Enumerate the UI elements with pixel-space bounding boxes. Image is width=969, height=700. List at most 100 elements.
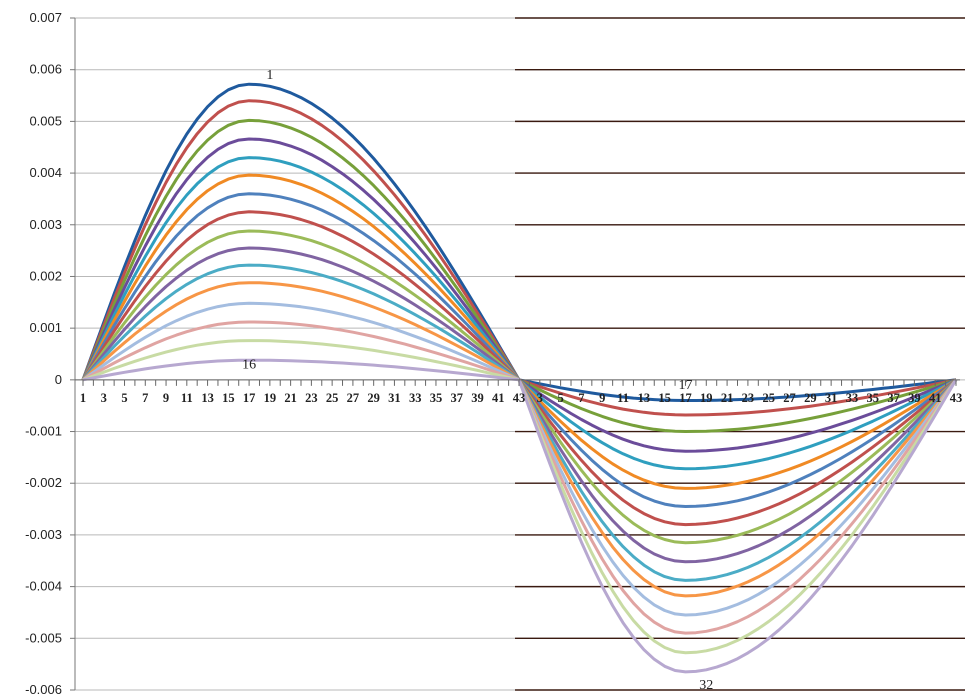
- x-tick-label: 9: [163, 391, 169, 405]
- series-line: [82, 339, 520, 382]
- series-line: [517, 378, 958, 582]
- series-line: [518, 378, 957, 433]
- x-tick-label: 7: [142, 391, 148, 405]
- series-line: [81, 263, 520, 382]
- series-line: [81, 281, 520, 382]
- x-tick-label: 25: [762, 391, 775, 405]
- x-tick-label: 5: [557, 391, 563, 405]
- x-tick-label: 27: [347, 391, 360, 405]
- curve-annotation: 32: [699, 678, 713, 693]
- series-line: [81, 173, 521, 381]
- x-tick-label: 17: [243, 391, 256, 405]
- y-tick-label: -0.003: [25, 527, 62, 542]
- x-tick-label: 29: [367, 391, 380, 405]
- series-line: [517, 378, 958, 635]
- series-line: [517, 378, 958, 598]
- series-line: [517, 378, 958, 545]
- x-tick-label: 17: [679, 391, 692, 405]
- series-line: [517, 378, 957, 527]
- x-tick-label: 15: [658, 391, 671, 405]
- x-tick-label: 23: [305, 391, 318, 405]
- x-tick-label: 5: [121, 391, 127, 405]
- x-tick-label: 43: [950, 391, 963, 405]
- x-tick-label: 25: [326, 391, 339, 405]
- series-line: [517, 378, 958, 617]
- x-tick-label: 43: [513, 391, 526, 405]
- x-tick-label: 13: [201, 391, 214, 405]
- series-line: [517, 379, 958, 674]
- series-line: [81, 210, 521, 381]
- y-tick-label: -0.006: [25, 682, 62, 697]
- x-tick-label: 29: [804, 391, 817, 405]
- x-tick-label: 11: [617, 391, 629, 405]
- series-line: [82, 301, 520, 382]
- x-tick-label: 35: [867, 391, 880, 405]
- x-tick-label: 35: [430, 391, 443, 405]
- series-line: [82, 358, 520, 382]
- x-tick-label: 39: [908, 391, 921, 405]
- y-tick-label: -0.004: [25, 579, 62, 594]
- x-tick-label: 21: [284, 391, 297, 405]
- x-tick-label: 41: [929, 391, 942, 405]
- axes: [70, 17, 960, 691]
- series-line: [517, 378, 957, 508]
- series-line: [518, 378, 957, 402]
- series-line: [517, 378, 958, 564]
- y-tick-label: 0.004: [29, 165, 62, 180]
- x-tick-label: 33: [409, 391, 422, 405]
- x-tick-label: 15: [222, 391, 235, 405]
- grid-lines: [75, 17, 965, 691]
- x-tick-label: 7: [578, 391, 584, 405]
- y-tick-labels: 0.007 0.006 0.005 0.004 0.003 0.002 0.001 0 -0.0…: [25, 10, 62, 697]
- series-line: [82, 320, 520, 382]
- y-tick-label: 0.001: [29, 320, 62, 335]
- curve-annotation: 16: [242, 357, 256, 372]
- series-group: [81, 82, 958, 674]
- x-tick-label: 3: [101, 391, 107, 405]
- y-tick-label: 0.003: [29, 217, 62, 232]
- x-tick-label: 11: [181, 391, 193, 405]
- x-tick-label: 19: [700, 391, 713, 405]
- y-tick-label: -0.001: [25, 424, 62, 439]
- x-tick-labels: 1 3 5 7 9 11 13 15 17 19 21 23 25 27 29 31 33 35 37 39 41 43 3…: [80, 391, 962, 405]
- series-line: [518, 378, 957, 417]
- x-tick-label: 27: [783, 391, 796, 405]
- y-tick-label: 0: [55, 372, 62, 387]
- x-tick-label: 9: [599, 391, 605, 405]
- annotations: 1 16 17 32: [242, 68, 713, 693]
- y-tick-label: -0.002: [25, 475, 62, 490]
- x-tick-label: 31: [825, 391, 838, 405]
- series-line: [81, 246, 520, 381]
- series-line: [81, 99, 521, 381]
- x-tick-label: 37: [887, 391, 900, 405]
- series-line: [518, 378, 957, 471]
- series-line: [81, 192, 521, 381]
- x-tick-label: 41: [492, 391, 505, 405]
- x-tick-label: 3: [537, 391, 543, 405]
- series-line: [517, 379, 958, 655]
- series-line: [81, 82, 521, 381]
- series-line: [81, 118, 521, 381]
- x-tick-label: 1: [80, 391, 86, 405]
- series-line: [517, 378, 957, 490]
- x-tick-label: 13: [638, 391, 651, 405]
- x-tick-label: 21: [721, 391, 734, 405]
- series-line: [81, 156, 521, 381]
- series-line: [81, 137, 521, 381]
- y-tick-label: 0.007: [29, 10, 62, 25]
- x-tick-label: 23: [742, 391, 755, 405]
- x-tick-label: 37: [450, 391, 463, 405]
- curve-annotation: 1: [266, 68, 273, 83]
- x-tick-label: 33: [846, 391, 859, 405]
- series-line: [81, 229, 520, 381]
- y-tick-label: -0.005: [25, 630, 62, 645]
- x-tick-label: 19: [264, 391, 277, 405]
- x-tick-label: 31: [388, 391, 401, 405]
- y-tick-label: 0.005: [29, 113, 62, 128]
- curve-annotation: 17: [678, 378, 692, 393]
- series-line: [518, 378, 957, 453]
- y-tick-label: 0.002: [29, 268, 62, 283]
- x-tick-label: 39: [471, 391, 484, 405]
- y-tick-label: 0.006: [29, 62, 62, 77]
